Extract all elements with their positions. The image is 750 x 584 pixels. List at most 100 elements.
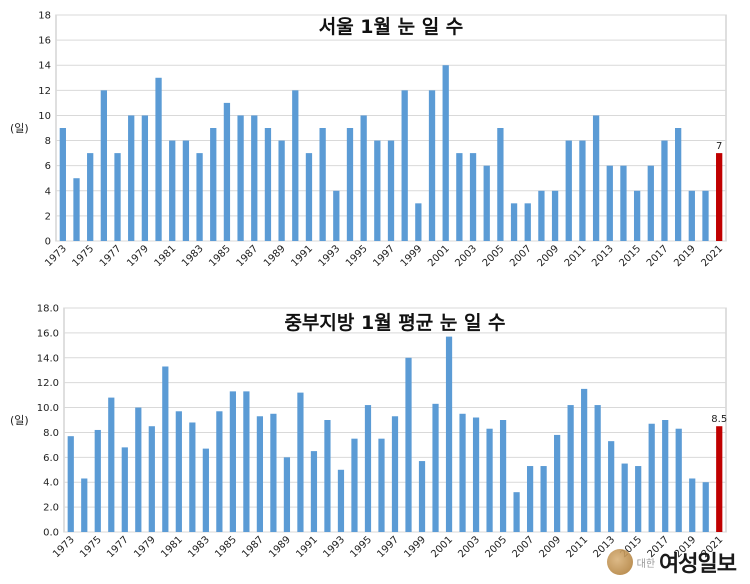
publisher-logo-icon: [606, 549, 633, 575]
chart-0-bar: [210, 128, 217, 241]
chart-1-bar: [148, 426, 155, 532]
chart-0-x-tick-label: 2019: [672, 243, 698, 269]
chart-1-y-tick-label: 4.0: [43, 478, 59, 489]
chart-0-bar: [565, 140, 572, 241]
chart-1-title: 중부지방 1월 평균 눈 일 수: [284, 312, 505, 334]
chart-1-bar: [540, 466, 547, 532]
chart-1-bar: [689, 478, 696, 532]
chart-1-x-tick-label: 1983: [186, 534, 212, 560]
chart-0-x-tick-label: 2017: [645, 243, 671, 269]
chart-1-bar: [499, 420, 507, 532]
chart-1-bar: [67, 436, 74, 532]
chart-1-x-tick-label: 2007: [510, 534, 536, 560]
chart-0-bar: [442, 65, 449, 241]
chart-1-bar: [81, 478, 88, 532]
chart-0-bar: [114, 153, 121, 241]
watermark-small-text: 대한: [636, 558, 656, 570]
chart-0-bar: [73, 178, 80, 241]
chart-0-bar: [688, 190, 695, 241]
chart-0-bar: [538, 190, 545, 241]
chart-1-x-tick-label: 1979: [132, 534, 158, 560]
chart-1-bar: [283, 457, 291, 532]
chart-0-bar: [661, 140, 668, 241]
chart-1-y-tick-label: 16.0: [37, 328, 59, 339]
chart-0-x-tick-label: 2021: [700, 243, 726, 269]
chart-0-title: 서울 1월 눈 일 수: [319, 16, 464, 38]
publisher-watermark: 대한 여성일보: [606, 548, 737, 577]
chart-0-bar: [456, 153, 463, 241]
chart-0-bar: [428, 90, 436, 241]
chart-1-bar: [337, 469, 345, 532]
chart-1-bar: [391, 416, 399, 532]
chart-1-bar: [621, 463, 628, 532]
chart-0-bar: [592, 115, 600, 241]
chart-0-bar: [374, 140, 381, 241]
chart-0-bar: [497, 128, 504, 241]
chart-1-x-tick-label: 2011: [564, 534, 590, 560]
chart-0-x-tick-label: 1977: [98, 243, 124, 269]
chart-1-data-label: 8.5: [711, 414, 727, 425]
chart-1-bar: [310, 451, 318, 532]
chart-1-x-tick-label: 1991: [294, 534, 320, 560]
chart-0-x-tick-label: 1999: [399, 243, 425, 269]
chart-1-y-tick-label: 18.0: [37, 304, 59, 315]
chart-1-x-tick-label: 1987: [240, 534, 266, 560]
chart-0-bar: [237, 115, 244, 241]
chart-0-bar: [360, 115, 367, 241]
chart-0-x-tick-label: 2011: [563, 243, 589, 269]
chart-1-y-axis-label: (일): [10, 413, 29, 427]
chart-0-bar: [319, 128, 326, 241]
chart-1-bar: [405, 357, 412, 532]
chart-1-bar: [459, 413, 466, 532]
chart-1-bar: [216, 411, 223, 532]
chart-0-x-tick-label: 2013: [590, 243, 616, 269]
chart-1-bar: [648, 423, 655, 532]
chart-0-y-tick-label: 14: [38, 61, 51, 72]
chart-1-bar: [635, 466, 642, 532]
chart-0-y-tick-label: 4: [45, 186, 51, 197]
chart-1-bar: [297, 392, 304, 532]
chart-0-y-tick-label: 18: [38, 11, 51, 22]
chart-1-y-tick-label: 12.0: [37, 378, 59, 389]
chart-1-x-tick-label: 1995: [348, 534, 374, 560]
chart-1-bar: [364, 405, 372, 532]
chart-0-bar: [524, 203, 531, 241]
chart-0-bar: [155, 77, 162, 242]
chart-1-bar: [351, 438, 358, 532]
chart-1-bar: [675, 428, 682, 532]
chart-0-bar: [702, 190, 709, 241]
chart-0-x-tick-label: 2015: [617, 243, 643, 269]
chart-1-x-tick-label: 2009: [537, 534, 563, 560]
watermark-name: 여성일보: [659, 552, 737, 577]
chart-1-bar: [135, 407, 142, 532]
chart-0-x-tick-label: 2001: [426, 243, 452, 269]
chart-1-bar: [526, 466, 534, 532]
chart-0-x-tick-label: 1993: [317, 243, 343, 269]
chart-1-bar: [662, 420, 669, 532]
chart-0-bar: [469, 153, 477, 241]
chart-1-bar: [567, 405, 574, 532]
chart-1-x-tick-label: 2001: [429, 534, 455, 560]
chart-0-bar: [606, 165, 613, 241]
chart-0-x-tick-label: 1983: [180, 243, 206, 269]
chart-0-y-axis-label: (일): [10, 121, 29, 135]
chart-0-x-tick-label: 2009: [535, 243, 561, 269]
chart-1-y-tick-label: 10.0: [37, 403, 59, 414]
chart-0-bar: [87, 153, 94, 241]
chart-1-bar: [594, 405, 601, 532]
chart-1-bar: [229, 391, 236, 532]
chart-0-x-tick-label: 1989: [262, 243, 288, 269]
chart-0-bar: [264, 128, 272, 241]
chart-0-bar: [223, 102, 231, 241]
chart-1-bar: [324, 420, 331, 532]
chart-0-y-tick-label: 12: [38, 86, 51, 97]
chart-1-bar: [121, 447, 128, 532]
chart-1-bar: [243, 391, 250, 532]
chart-0-x-tick-label: 1985: [207, 243, 233, 269]
chart-0-bar: [333, 190, 340, 241]
chart-1-bar: [445, 336, 453, 532]
chart-1-x-tick-label: 1975: [78, 534, 104, 560]
seoul-snow-days-chart: 0 2 4 6 8 10 12 14 16 18 (일) 서울 1월 눈 일 수 7 1973 1975 19…: [0, 0, 750, 290]
chart-0-bar: [510, 203, 518, 241]
